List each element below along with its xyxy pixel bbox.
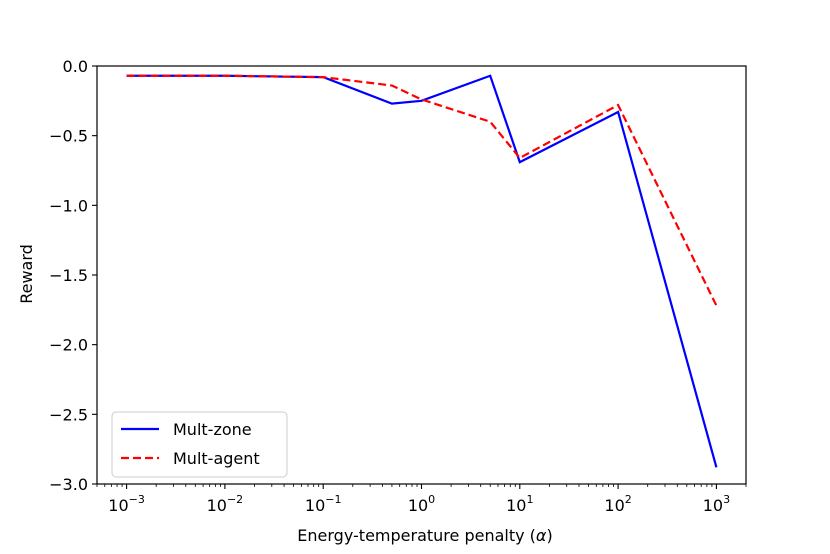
y-tick-label-2: −1.0 <box>49 196 88 215</box>
x-axis-label-text: Energy-temperature penalty ( <box>297 526 536 545</box>
y-tick-label-1: −0.5 <box>49 127 88 146</box>
y-tick-label-3: −1.5 <box>49 266 88 285</box>
plot-frame <box>96 65 747 485</box>
x-axis-label-symbol: α <box>536 526 547 545</box>
x-tick-label-4: 101 <box>506 493 533 515</box>
x-tick-label-1: 10−2 <box>207 493 244 515</box>
y-tick-label-0: 0.0 <box>63 57 88 76</box>
series-line-mult-agent <box>126 74 718 307</box>
legend-label-mult-agent: Mult-agent <box>173 449 260 468</box>
y-tick-label-4: −2.0 <box>49 336 88 355</box>
x-tick-label-0: 10−3 <box>108 493 145 515</box>
x-axis-ticks: 10−3 10−2 10−1 100 101 102 103 <box>96 484 747 515</box>
x-axis-label: Energy-temperature penalty (α) <box>297 526 552 545</box>
series-layer <box>126 74 718 468</box>
y-axis-label: Reward <box>17 244 36 304</box>
x-tick-label-3: 100 <box>408 493 435 515</box>
series-line-mult-zone <box>126 74 718 468</box>
x-axis-label-close: ) <box>546 526 552 545</box>
x-tick-label-2: 10−1 <box>305 493 342 515</box>
y-tick-label-6: −3.0 <box>49 475 88 494</box>
y-axis-ticks: 0.0 −0.5 −1.0 −1.5 −2.0 −2.5 −3.0 <box>49 57 97 494</box>
legend: Mult-zone Mult-agent <box>111 411 288 478</box>
y-tick-label-5: −2.5 <box>49 405 88 424</box>
legend-label-mult-zone: Mult-zone <box>173 420 252 439</box>
x-tick-label-6: 103 <box>703 493 730 515</box>
x-tick-label-5: 102 <box>604 493 631 515</box>
